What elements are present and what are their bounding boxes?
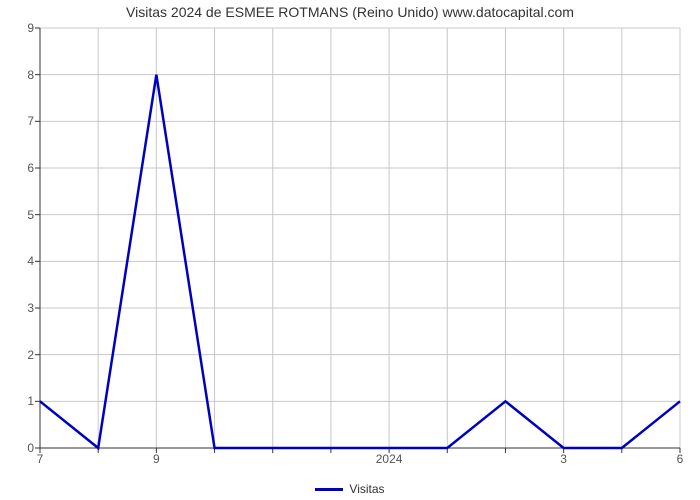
- y-tick-label: 5: [4, 208, 34, 222]
- chart-container: Visitas 2024 de ESMEE ROTMANS (Reino Uni…: [0, 0, 700, 500]
- x-tick-label: 7: [37, 452, 44, 466]
- y-tick-label: 8: [4, 68, 34, 82]
- chart-plot: [40, 28, 680, 448]
- y-tick-label: 1: [4, 394, 34, 408]
- x-tick-label: 6: [677, 452, 684, 466]
- x-tick-label: 2024: [376, 452, 403, 466]
- y-tick-label: 6: [4, 161, 34, 175]
- legend-label: Visitas: [349, 482, 384, 496]
- y-tick-label: 4: [4, 254, 34, 268]
- y-tick-label: 0: [4, 441, 34, 455]
- y-tick-label: 2: [4, 348, 34, 362]
- x-tick-label: 3: [560, 452, 567, 466]
- chart-title: Visitas 2024 de ESMEE ROTMANS (Reino Uni…: [0, 4, 700, 20]
- x-tick-label: 9: [153, 452, 160, 466]
- chart-legend: Visitas: [0, 481, 700, 496]
- legend-swatch: [315, 488, 343, 491]
- y-tick-label: 7: [4, 114, 34, 128]
- y-tick-label: 9: [4, 21, 34, 35]
- y-tick-label: 3: [4, 301, 34, 315]
